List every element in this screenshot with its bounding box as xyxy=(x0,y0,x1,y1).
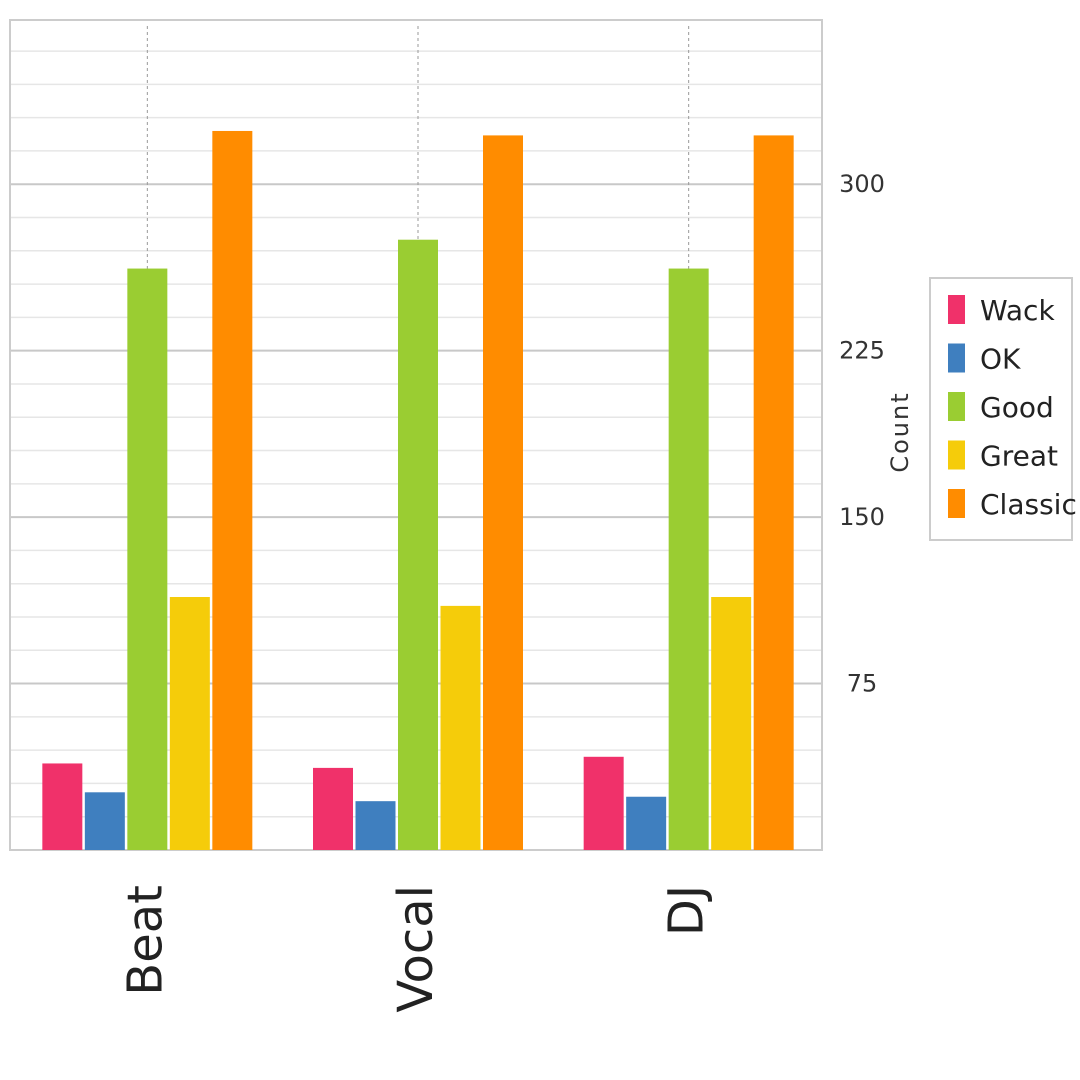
y-tick-label: 300 xyxy=(839,170,885,198)
bar-dj-ok xyxy=(626,796,667,850)
legend-swatch-classic xyxy=(948,489,965,518)
legend: Wack OK Good Great Classic xyxy=(929,277,1077,541)
y-tick-label: 225 xyxy=(839,337,885,365)
y-axis-title: Count xyxy=(886,391,914,472)
y-tick-label: 150 xyxy=(839,503,885,531)
bar-beat-wack xyxy=(42,763,83,850)
legend-label-great: Great xyxy=(980,440,1058,473)
x-category-labels: Beat Vocal DJ xyxy=(117,885,714,1013)
bar-dj-good xyxy=(668,268,709,850)
x-category-label: Vocal xyxy=(388,885,444,1013)
legend-swatch-great xyxy=(948,440,965,470)
legend-label-good: Good xyxy=(980,391,1054,424)
y-tick-labels: 75 150 225 300 xyxy=(839,170,885,697)
bar-vocal-great xyxy=(440,605,481,850)
bar-vocal-classic xyxy=(483,135,523,850)
legend-label-ok: OK xyxy=(980,343,1021,376)
legend-label-wack: Wack xyxy=(980,294,1055,327)
x-category-label: Beat xyxy=(117,885,173,996)
bar-vocal-wack xyxy=(313,767,353,850)
legend-label-classic: Classic xyxy=(980,488,1077,521)
legend-swatch-good xyxy=(948,392,965,421)
y-tick-label: 75 xyxy=(847,670,878,698)
bar-dj-great xyxy=(711,597,752,850)
bar-beat-good xyxy=(127,268,168,850)
bar-beat-great xyxy=(169,597,210,850)
bar-vocal-good xyxy=(398,239,438,851)
bar-dj-wack xyxy=(583,756,624,850)
x-category-label: DJ xyxy=(659,885,715,936)
bar-beat-classic xyxy=(212,130,253,850)
legend-swatch-ok xyxy=(948,343,965,373)
bar-beat-ok xyxy=(84,792,125,850)
bar-vocal-ok xyxy=(355,801,396,850)
legend-swatch-wack xyxy=(948,295,965,324)
bars xyxy=(42,130,794,851)
bar-dj-classic xyxy=(753,135,794,850)
